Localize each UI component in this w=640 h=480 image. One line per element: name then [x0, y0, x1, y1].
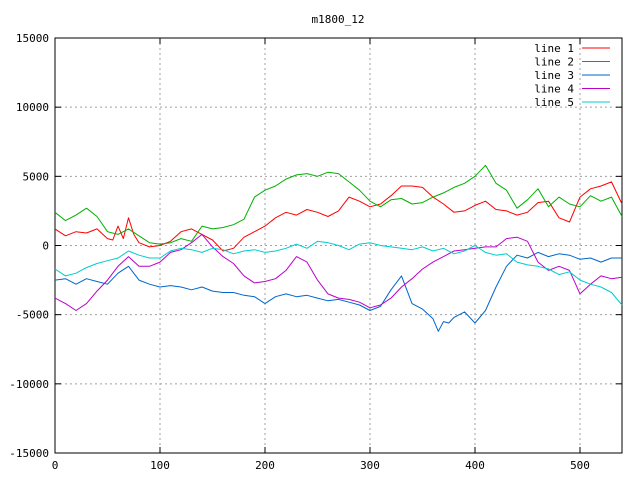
- legend-label-1: line 1: [534, 42, 574, 55]
- series-line-1: [54, 181, 623, 252]
- x-tick-label: 400: [465, 459, 485, 472]
- y-tick-label: 5000: [23, 170, 50, 183]
- x-tick-label: 300: [360, 459, 380, 472]
- y-tick-label: -10000: [9, 378, 49, 391]
- y-tick-label: 10000: [16, 101, 49, 114]
- series-line-3: [54, 251, 622, 332]
- legend-label-5: line 5: [534, 96, 574, 109]
- x-tick-label: 200: [255, 459, 275, 472]
- series-line-5: [54, 240, 623, 306]
- series-line-4: [54, 233, 623, 311]
- legend-label-2: line 2: [534, 56, 574, 69]
- legend-label-3: line 3: [534, 69, 574, 82]
- series-lines: [54, 164, 623, 332]
- series-line-2: [54, 164, 623, 245]
- x-tick-label: 0: [52, 459, 59, 472]
- y-tick-label: -15000: [9, 447, 49, 460]
- y-tick-label: 15000: [16, 32, 49, 45]
- axes: 0 100 200 300 400 500 -15000 -10000 -5000 0 5000 10…: [9, 32, 623, 472]
- legend-label-4: line 4: [534, 83, 574, 96]
- grid-lines: [55, 38, 622, 453]
- x-tick-label: 100: [150, 459, 170, 472]
- chart-title: m1800_12: [312, 13, 365, 26]
- x-tick-label: 500: [570, 459, 590, 472]
- y-tick-label: 0: [42, 240, 49, 253]
- y-tick-label: -5000: [16, 309, 49, 322]
